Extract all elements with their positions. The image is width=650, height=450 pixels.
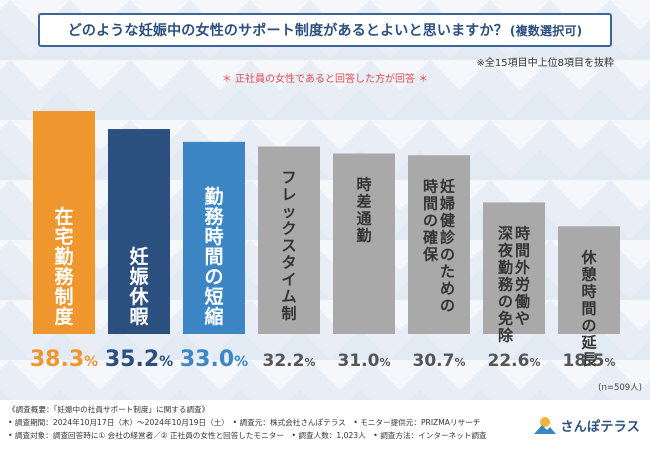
category-label-7-col1: 時間外労働や bbox=[514, 224, 530, 327]
value-label-8: 18.5% bbox=[563, 351, 616, 371]
value-label-1: 38.3% bbox=[30, 347, 98, 372]
note-top: ※全15項目中上位8項目を抜粋 bbox=[476, 58, 614, 69]
footer-survey-period: • 調査期間：2024年10月17日（木）～2024年10月19日（土） • 調… bbox=[8, 418, 481, 427]
category-label-8: 休憩時間の延長 bbox=[580, 248, 597, 368]
category-label-5: 時差通勤 bbox=[356, 176, 371, 245]
value-label-2: 35.2% bbox=[105, 347, 173, 372]
value-label-4: 32.2% bbox=[263, 351, 316, 371]
bar-8 bbox=[558, 226, 620, 334]
category-label-4: フレックスタイム制 bbox=[281, 169, 296, 323]
category-label-2: 妊娠休暇 bbox=[128, 245, 149, 328]
category-label-7-col2: 深夜勤務の免除 bbox=[497, 224, 514, 344]
logo-text: さんぽテラス bbox=[560, 419, 640, 435]
category-label-6-col1: 妊婦健診のための bbox=[439, 177, 456, 314]
value-label-5: 31.0% bbox=[338, 351, 391, 371]
category-label-3: 勤務時間の短縮 bbox=[204, 185, 224, 328]
bar-7 bbox=[483, 202, 545, 334]
sample-size-label: (n=509人) bbox=[598, 383, 642, 393]
chart-title: どのような妊娠中の女性のサポート制度があるとよいと思いますか？ (複数選択可) bbox=[38, 13, 612, 47]
footer: 《調査概要：「妊娠中の社員サポート制度」に関する調査》 • 調査期間：2024年… bbox=[0, 400, 650, 450]
bar-2 bbox=[108, 129, 170, 334]
note-respondents: ＊ 正社員の女性であると回答した方が回答 ＊ bbox=[221, 74, 429, 85]
value-label-3: 33.0% bbox=[180, 347, 248, 372]
bar-5 bbox=[333, 153, 395, 334]
category-label-1: 在宅勤務制度 bbox=[54, 205, 74, 328]
logo: さんぽテラス bbox=[533, 414, 640, 436]
logo-mark-icon bbox=[534, 417, 557, 434]
bar-3 bbox=[183, 141, 245, 334]
bar-1 bbox=[33, 111, 95, 334]
chart-title-main: どのような妊娠中の女性のサポート制度があるとよいと思いますか？ bbox=[67, 23, 508, 39]
bar-chart: 在宅勤務制度 38.3% 妊娠休暇 35.2% 勤務時間の短縮 33.0% フレックスタイム… bbox=[30, 111, 620, 372]
value-label-7: 22.6% bbox=[488, 351, 541, 371]
chart-title-paren: (複数選択可) bbox=[509, 23, 583, 38]
bar-4 bbox=[258, 146, 320, 334]
footer-survey-title: 《調査概要：「妊娠中の社員サポート制度」に関する調査》 bbox=[8, 405, 210, 414]
footer-survey-target: • 調査対象：調査回答時に① 会社の経営者／② 正社員の女性と回答したモニター … bbox=[8, 431, 487, 440]
category-label-6-col2: 時間の確保 bbox=[422, 177, 439, 263]
bar-6 bbox=[408, 155, 470, 334]
value-label-6: 30.7% bbox=[413, 351, 466, 371]
